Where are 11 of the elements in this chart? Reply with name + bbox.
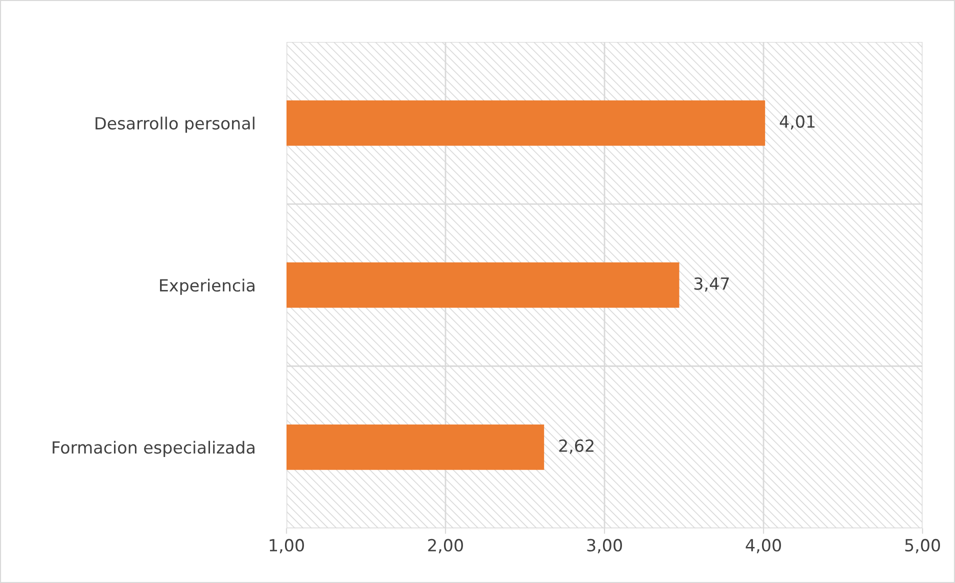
x-tick-label: 2,00 [428,538,463,554]
data-label: 3,47 [694,277,729,292]
x-tick-label: 5,00 [905,538,940,554]
y-tick-label: Experiencia [160,278,254,295]
y-tick-label: Formacion especializada [52,440,254,457]
data-label: 4,01 [780,115,815,130]
x-tick-label: 4,00 [746,538,781,554]
data-label: 2,62 [559,439,594,454]
y-tick-label: Desarrollo personal [96,116,254,133]
x-tick-label: 3,00 [587,538,622,554]
x-tick-label: 1,00 [270,538,304,554]
